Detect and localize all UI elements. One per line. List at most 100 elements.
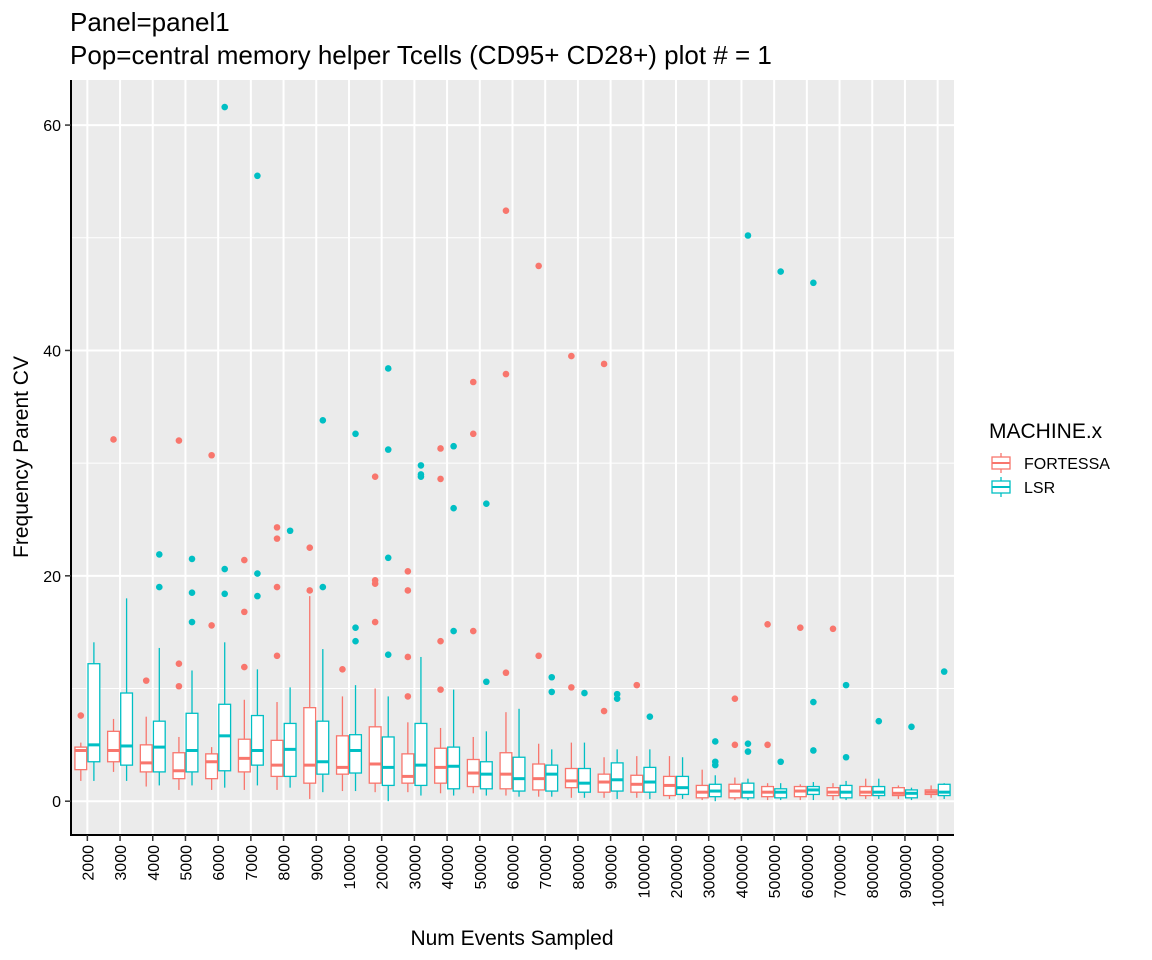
box-lsr-400000	[741, 232, 755, 801]
outlier-point	[371, 618, 379, 626]
outlier-point	[352, 430, 359, 438]
outlier-point	[744, 748, 752, 755]
box-iqr	[610, 762, 624, 792]
outlier-point	[371, 577, 379, 584]
box-fortessa-8000	[270, 524, 284, 790]
box-lsr-80000	[577, 689, 591, 798]
box-fortessa-3000	[106, 436, 121, 772]
box-lsr-200000	[676, 757, 690, 799]
outlier-point	[548, 688, 556, 696]
box-fortessa-70000	[532, 262, 546, 797]
outlier-point	[940, 668, 948, 675]
box-iqr	[512, 756, 526, 792]
outlier-point	[254, 172, 261, 180]
box-fortessa-500000	[761, 620, 775, 801]
outlier-point	[744, 232, 752, 239]
box-fortessa-90000	[597, 360, 611, 798]
outlier-point	[417, 462, 425, 469]
x-axis-title: Num Events Sampled	[410, 927, 613, 950]
outlier-point	[646, 713, 654, 720]
outlier-point	[502, 207, 510, 215]
outlier-point	[764, 620, 771, 628]
box-lsr-500000	[774, 268, 788, 801]
x-tick-label: 3000	[113, 845, 130, 881]
box-iqr	[414, 722, 428, 787]
box-layer	[74, 103, 951, 802]
outlier-point	[711, 738, 719, 745]
outlier-point	[450, 442, 457, 450]
box-lsr-50000	[479, 500, 493, 796]
x-tick-label: 7000	[244, 845, 261, 881]
box-fortessa-200000	[662, 756, 677, 799]
box-iqr	[106, 730, 121, 763]
outlier-point	[548, 673, 556, 681]
box-lsr-1000000	[937, 668, 951, 799]
outlier-point	[208, 622, 215, 629]
box-iqr	[577, 767, 591, 793]
legend-item-lsr: LSR	[990, 476, 1055, 498]
outlier-point	[437, 445, 444, 452]
box-lsr-100000	[643, 713, 657, 799]
outlier-point	[142, 677, 150, 684]
outlier-point	[384, 651, 392, 659]
y-axis-title: Frequency Parent CV	[10, 356, 33, 558]
grid-layer	[71, 80, 954, 835]
outlier-point	[188, 618, 196, 626]
outlier-point	[241, 608, 248, 616]
box-iqr	[218, 703, 232, 772]
x-tick-label: 90000	[604, 845, 621, 890]
box-lsr-4000	[152, 551, 166, 786]
legend-items: FORTESSA LSR	[990, 452, 1110, 498]
box-iqr	[545, 764, 559, 792]
outlier-point	[483, 500, 490, 508]
box-iqr	[139, 744, 153, 773]
outlier-point	[306, 587, 314, 594]
outlier-point	[731, 741, 739, 749]
outlier-point	[437, 686, 444, 693]
box-lsr-8000	[283, 527, 297, 788]
y-ticks: 0 20 40 60	[43, 118, 71, 811]
legend-item-fortessa: FORTESSA	[990, 452, 1110, 474]
box-iqr	[381, 736, 395, 787]
outlier-point	[810, 698, 817, 706]
box-fortessa-80000	[564, 352, 578, 798]
outlier-point	[744, 740, 752, 748]
outlier-point	[483, 678, 490, 686]
box-lsr-40000	[447, 442, 461, 796]
outlier-point	[535, 652, 542, 660]
outlier-point	[221, 103, 229, 111]
box-iqr	[499, 752, 513, 790]
box-lsr-800000	[872, 717, 886, 799]
outlier-point	[450, 627, 457, 635]
outlier-point	[286, 527, 294, 535]
outlier-point	[417, 471, 425, 478]
legend-label: LSR	[1024, 480, 1055, 497]
outlier-point	[384, 554, 392, 562]
outlier-point	[711, 758, 719, 766]
outlier-point	[175, 437, 183, 444]
box-lsr-2000	[87, 642, 101, 781]
box-iqr	[891, 787, 905, 797]
outlier-point	[188, 555, 196, 563]
outlier-point	[175, 660, 183, 668]
outlier-point	[437, 475, 444, 483]
box-fortessa-4000	[139, 677, 153, 787]
outlier-point	[568, 684, 575, 691]
box-lsr-9000	[316, 417, 330, 793]
box-fortessa-800000	[859, 778, 873, 799]
outlier-point	[384, 446, 392, 453]
x-tick-label: 700000	[833, 845, 850, 898]
x-tick-label: 2000	[80, 845, 97, 881]
outlier-point	[600, 360, 608, 368]
box-lsr-10000	[348, 430, 363, 792]
box-fortessa-30000	[401, 568, 415, 793]
outlier-point	[241, 556, 248, 564]
box-iqr	[564, 767, 578, 789]
outlier-point	[469, 430, 477, 438]
outlier-point	[810, 279, 817, 287]
x-tick-label: 200000	[669, 845, 686, 898]
box-fortessa-7000	[237, 556, 251, 790]
box-fortessa-50000	[466, 378, 480, 794]
legend-title: MACHINE.x	[989, 420, 1103, 443]
